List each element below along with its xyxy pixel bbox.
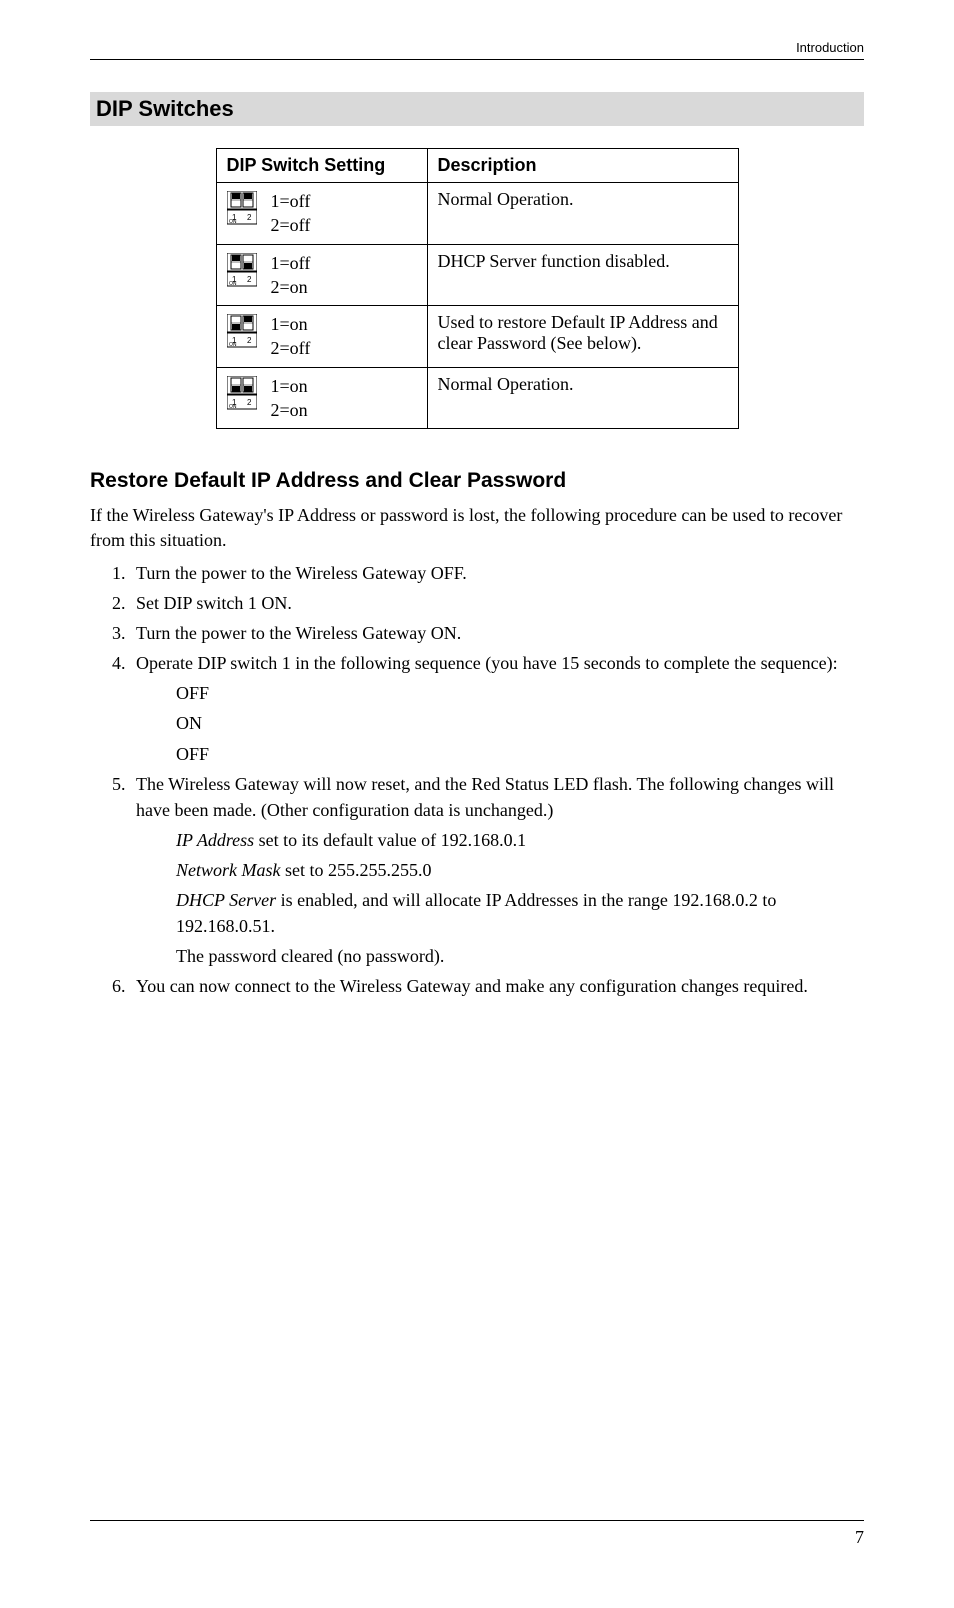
dip-switch-icon: 1 2 ON — [227, 314, 257, 353]
dip-switch-icon: 1 2 ON — [227, 376, 257, 415]
dip-table-container: DIP Switch Setting Description 1 2 ON 1=… — [90, 148, 864, 429]
step-item: Operate DIP switch 1 in the following se… — [130, 650, 864, 766]
dip-switch-table: DIP Switch Setting Description 1 2 ON 1=… — [216, 148, 739, 429]
dip-switch-icon: 1 2 ON — [227, 253, 257, 292]
dip-setting-text: 1=on 2=on — [271, 374, 308, 423]
svg-text:2: 2 — [247, 275, 252, 284]
dip-setting-text: 1=on 2=off — [271, 312, 311, 361]
dip-description: Used to restore Default IP Address and c… — [427, 306, 738, 368]
step-item: The Wireless Gateway will now reset, and… — [130, 771, 864, 970]
dip-setting-text: 1=off 2=off — [271, 189, 311, 238]
svg-text:2: 2 — [247, 336, 252, 345]
table-header-row: DIP Switch Setting Description — [216, 149, 738, 183]
table-row: 1 2 ON 1=off 2=on DHCP Server function d… — [216, 244, 738, 306]
page-footer: 7 — [90, 1520, 864, 1548]
dip-description: Normal Operation. — [427, 183, 738, 245]
step5-changes: IP Address set to its default value of 1… — [176, 827, 864, 969]
page-header: Introduction — [90, 0, 864, 60]
svg-text:2: 2 — [247, 398, 252, 407]
col-header-description: Description — [427, 149, 738, 183]
table-row: 1 2 ON 1=on 2=on Normal Operation. — [216, 367, 738, 429]
svg-text:ON: ON — [229, 342, 237, 348]
breadcrumb: Introduction — [796, 40, 864, 55]
dip-switch-icon: 1 2 ON — [227, 191, 257, 230]
page-number: 7 — [855, 1527, 864, 1547]
step-item: You can now connect to the Wireless Gate… — [130, 973, 864, 999]
step4-sequence: OFF ON OFF — [176, 680, 864, 766]
svg-text:ON: ON — [229, 281, 237, 287]
step-item: Turn the power to the Wireless Gateway O… — [130, 620, 864, 646]
svg-text:2: 2 — [247, 213, 252, 222]
step-item: Set DIP switch 1 ON. — [130, 590, 864, 616]
dip-setting-text: 1=off 2=on — [271, 251, 311, 300]
col-header-setting: DIP Switch Setting — [216, 149, 427, 183]
subheading: Restore Default IP Address and Clear Pas… — [90, 469, 864, 493]
intro-paragraph: If the Wireless Gateway's IP Address or … — [90, 503, 864, 552]
table-row: 1 2 ON 1=on 2=off Used to restore Defaul… — [216, 306, 738, 368]
table-row: 1 2 ON 1=off 2=off Normal Operation. — [216, 183, 738, 245]
procedure-list: Turn the power to the Wireless Gateway O… — [90, 560, 864, 999]
svg-text:ON: ON — [229, 219, 237, 225]
dip-description: DHCP Server function disabled. — [427, 244, 738, 306]
section-title: DIP Switches — [90, 92, 864, 126]
svg-text:ON: ON — [229, 404, 237, 410]
dip-description: Normal Operation. — [427, 367, 738, 429]
step-item: Turn the power to the Wireless Gateway O… — [130, 560, 864, 586]
